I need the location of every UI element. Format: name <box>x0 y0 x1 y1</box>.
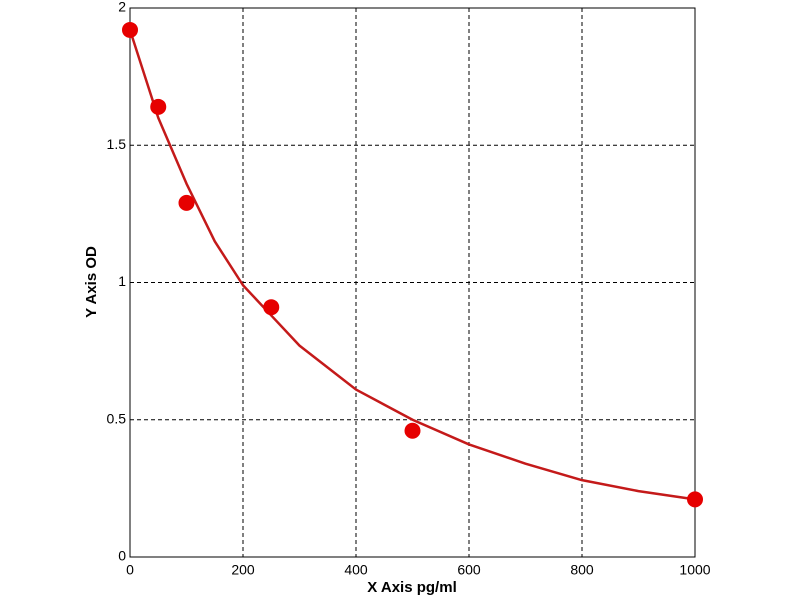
x-tick-label: 600 <box>457 562 481 578</box>
y-tick-label: 2 <box>118 0 126 15</box>
y-tick-label: 0 <box>118 548 126 564</box>
data-point <box>404 422 421 439</box>
y-tick-label: 1 <box>118 273 126 289</box>
x-tick-label: 400 <box>344 562 368 578</box>
x-tick-label: 0 <box>126 562 134 578</box>
data-point <box>178 194 195 211</box>
data-point <box>122 21 138 38</box>
x-tick-label: 200 <box>231 562 255 578</box>
fit-curve <box>128 29 696 501</box>
data-point <box>687 491 703 508</box>
data-point <box>150 98 167 115</box>
x-tick-label: 800 <box>570 562 594 578</box>
x-axis-label: X Axis pg/ml <box>367 579 456 596</box>
x-tick-label: 1000 <box>679 562 710 578</box>
y-tick-label: 0.5 <box>107 410 127 426</box>
y-axis-label: Y Axis OD <box>83 246 100 318</box>
plot-frame <box>129 7 696 558</box>
data-point <box>263 299 280 316</box>
y-tick-label: 1.5 <box>107 136 127 152</box>
